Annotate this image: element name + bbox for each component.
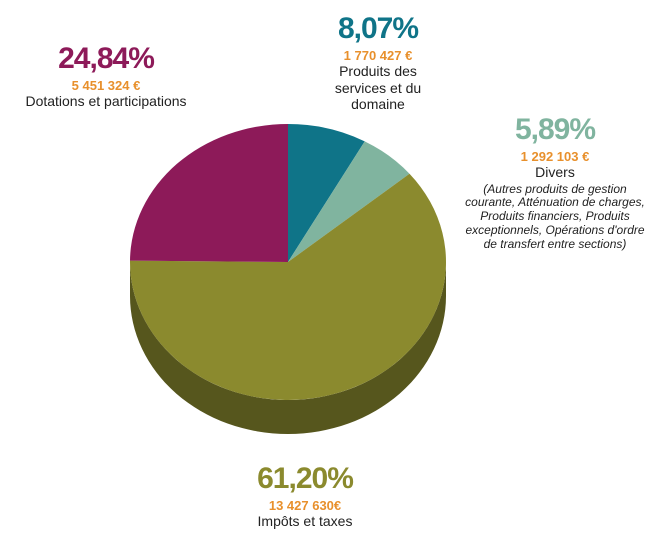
percent-label: 5,89% xyxy=(514,113,596,146)
amount-label: 1 292 103 € xyxy=(520,148,590,164)
category-label: Divers xyxy=(535,164,575,181)
slice-label: 61,20% 13 427 630€ Impôts et taxes xyxy=(225,462,385,530)
annotation: (Autres produits de gestion courante, At… xyxy=(465,181,645,251)
slice-label: 5,89% 1 292 103 € Divers (Autres produits d… xyxy=(455,113,653,252)
slice xyxy=(130,173,447,400)
category-label: Dotations et participations xyxy=(25,93,187,110)
slice xyxy=(288,124,365,262)
percent-label: 24,84% xyxy=(58,42,155,75)
slice-label: 8,07% 1 770 427 € Produits des services et… xyxy=(303,12,453,112)
category-label: Produits des services et du domaine xyxy=(334,63,422,112)
amount-label: 13 427 630€ xyxy=(268,497,342,513)
slice-side xyxy=(130,262,446,434)
slice-label: 24,84% 5 451 324 € Dotations et participat… xyxy=(6,42,206,110)
slice xyxy=(288,141,410,262)
percent-label: 61,20% xyxy=(257,462,354,495)
amount-label: 5 451 324 € xyxy=(71,77,141,93)
slice xyxy=(130,124,288,262)
amount-label: 1 770 427 € xyxy=(343,47,413,63)
percent-label: 8,07% xyxy=(337,12,419,45)
category-label: Impôts et taxes xyxy=(257,513,353,530)
